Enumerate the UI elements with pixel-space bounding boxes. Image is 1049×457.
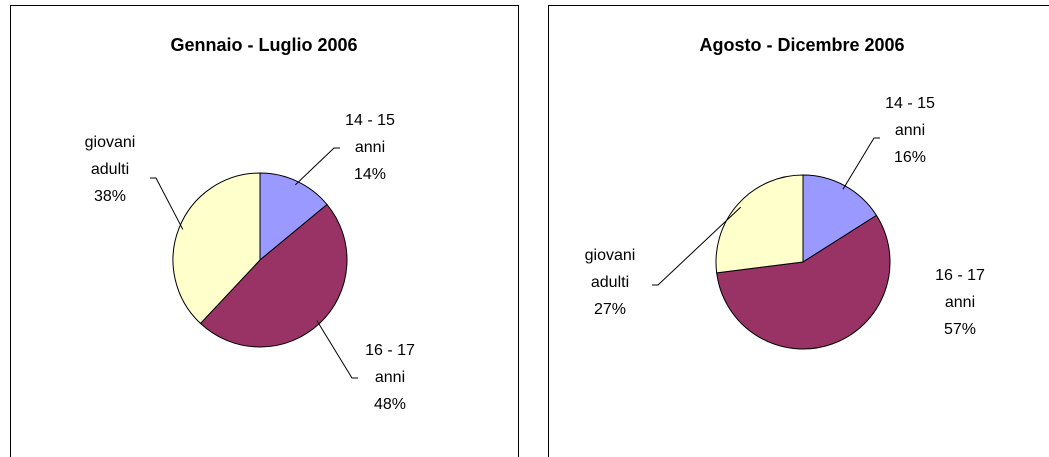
category-line: 16 - 17 [935,267,985,284]
pie-slice [172,172,261,325]
leader-line [150,177,184,230]
data-label: 16 - 17 anni 48% [365,342,415,413]
value-label: 16% [894,149,926,166]
pie-slice [259,172,328,262]
category-line: 16 - 17 [365,342,415,359]
category-label: giovani adulti [585,247,636,291]
data-label: 16 - 17 anni 57% [935,267,985,338]
category-line: anni [895,122,925,139]
category-line: adulti [91,161,129,178]
category-line: giovani [585,247,636,264]
pie-slice [715,174,804,274]
category-line: 14 - 15 [345,112,395,129]
category-label: giovani adulti [85,134,136,178]
category-line: anni [375,369,405,386]
data-label: giovani adulti 38% [85,134,136,205]
leader-line [652,206,742,286]
value-label: 48% [374,396,406,413]
chart-title: Gennaio - Luglio 2006 [170,35,357,55]
category-line: anni [355,139,385,156]
data-label: 14 - 15 anni 16% [885,95,935,166]
chart-title: Agosto - Dicembre 2006 [699,35,904,55]
value-label: 14% [354,166,386,183]
pie-slice [199,203,348,348]
category-label: 14 - 15 anni [885,95,935,139]
category-line: 14 - 15 [885,95,935,112]
category-line: anni [945,294,975,311]
category-label: 16 - 17 anni [365,342,415,386]
data-label: 14 - 15 anni 14% [345,112,395,183]
category-label: 16 - 17 anni [935,267,985,311]
data-label: giovani adulti 27% [585,247,636,318]
pie-slice [716,214,891,350]
value-label: 38% [94,188,126,205]
leader-line [294,147,340,186]
value-label: 57% [944,321,976,338]
leader-line [842,137,880,190]
category-line: adulti [591,274,629,291]
category-label: 14 - 15 anni [345,112,395,156]
category-line: giovani [85,134,136,151]
leader-line [316,320,358,379]
value-label: 27% [594,301,626,318]
